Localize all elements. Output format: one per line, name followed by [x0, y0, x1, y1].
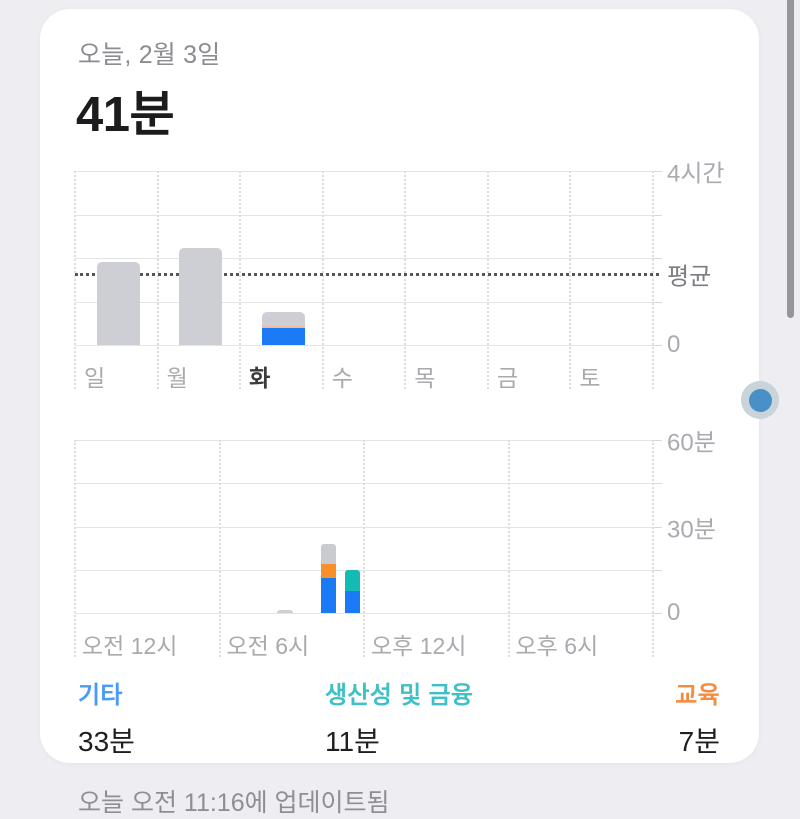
x-axis-label: 오전 12시 — [82, 633, 178, 659]
usage-bar[interactable] — [96, 171, 140, 345]
pointer-dot[interactable] — [741, 381, 779, 419]
gridline-vertical — [239, 171, 242, 389]
usage-bar-segment — [96, 261, 140, 345]
y-axis-label: 30분 — [667, 516, 716, 543]
x-axis-label: 목 — [414, 365, 436, 391]
axis-tick — [653, 345, 662, 346]
gridline-vertical — [569, 171, 572, 389]
gridline-vertical — [363, 440, 365, 657]
axis-tick — [653, 483, 662, 485]
date-label: 오늘, 2월 3일 — [78, 41, 221, 69]
screen-time-page: { "header": { "date": "오늘, 2월 3일", "tota… — [40, 0, 794, 817]
usage-bar[interactable] — [277, 440, 293, 613]
usage-bar-segment — [261, 326, 305, 329]
gridline-vertical — [156, 171, 159, 389]
gridline-vertical — [404, 171, 407, 389]
total-usage-title: 41분 — [76, 88, 175, 142]
update-status-text: 오늘 오전 11:16에 업데이트됨 — [78, 789, 390, 817]
legend-item-education[interactable]: 교육 7분 — [675, 675, 720, 760]
x-axis-label: 금 — [496, 365, 519, 391]
gridline-horizontal — [75, 301, 653, 303]
legend-item-productivity[interactable]: 생산성 및 금융 11분 — [325, 675, 473, 760]
usage-bar-segment — [179, 247, 223, 345]
x-axis-label: 토 — [579, 365, 601, 391]
axis-tick — [653, 526, 662, 528]
daily-usage-chart[interactable]: 60분 30분 0 오전 12시 오전 6시 오후 12시 오후 6시 — [74, 430, 716, 659]
y-axis-label: 0 — [667, 599, 681, 626]
usage-bar[interactable] — [320, 440, 337, 613]
legend-item-value: 11분 — [325, 726, 380, 757]
x-axis-label: 수 — [331, 365, 353, 391]
usage-bar[interactable] — [179, 171, 223, 345]
legend-item-label: 교육 — [675, 682, 720, 709]
usage-bar-segment — [344, 569, 361, 592]
legend-item-label: 생산성 및 금융 — [325, 682, 474, 709]
usage-bar-segment — [261, 328, 305, 345]
legend-item-other[interactable]: 기타 33분 — [78, 675, 135, 760]
usage-bar-segment — [261, 311, 305, 327]
x-axis-label: 오후 6시 — [515, 633, 599, 659]
x-axis-label: 화 — [249, 365, 271, 391]
average-label: 평균 — [667, 263, 712, 291]
usage-bar[interactable] — [344, 440, 361, 613]
y-axis-label: 4시간 — [667, 160, 725, 188]
gridline-vertical — [486, 171, 489, 389]
legend-item-label: 기타 — [78, 682, 123, 709]
axis-tick — [653, 171, 662, 172]
y-axis-label: 0 — [667, 331, 681, 358]
gridline-horizontal — [75, 258, 653, 259]
gridline-vertical — [74, 171, 76, 389]
x-axis-label: 일 — [84, 365, 106, 391]
x-axis-label: 오전 6시 — [226, 633, 310, 659]
scrollbar-thumb[interactable] — [787, 0, 794, 318]
x-axis-label: 월 — [166, 365, 188, 391]
legend-item-value: 33분 — [78, 726, 135, 757]
usage-bar-segment — [320, 578, 337, 613]
legend-item-value: 7분 — [678, 726, 720, 757]
axis-tick — [653, 440, 662, 441]
gridline-vertical — [507, 440, 510, 657]
usage-bar-segment — [320, 564, 337, 579]
gridline-vertical — [652, 171, 654, 389]
gridline-horizontal — [75, 171, 653, 172]
gridline-horizontal — [75, 214, 653, 216]
gridline-vertical — [218, 440, 221, 657]
usage-bar[interactable] — [261, 171, 305, 345]
axis-tick — [653, 569, 662, 571]
usage-bar-segment — [320, 543, 337, 564]
gridline-horizontal — [75, 345, 653, 346]
average-line — [75, 272, 659, 276]
axis-tick — [653, 214, 662, 216]
x-axis-label: 오후 12시 — [371, 633, 467, 659]
y-axis-label: 60분 — [667, 429, 716, 457]
usage-bar-segment — [277, 610, 293, 613]
usage-bar-segment — [344, 591, 361, 613]
gridline-vertical — [321, 171, 324, 389]
gridline-vertical — [652, 440, 654, 657]
pointer-dot-inner — [748, 388, 772, 412]
axis-tick — [653, 258, 662, 259]
axis-tick — [653, 613, 662, 614]
axis-tick — [653, 301, 662, 303]
gridline-vertical — [74, 440, 76, 657]
